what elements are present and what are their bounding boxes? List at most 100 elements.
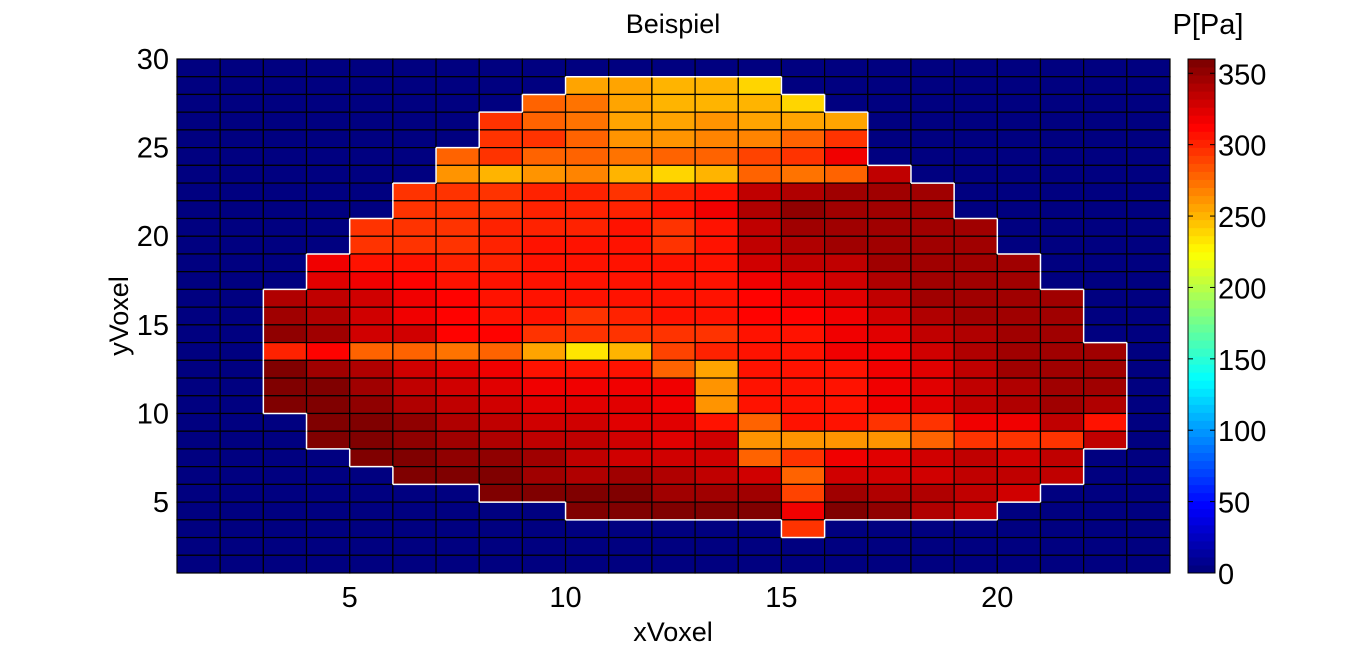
heatmap-cell <box>478 235 523 255</box>
colorbar-segment <box>1188 227 1215 237</box>
colorbar-segment <box>1188 131 1215 140</box>
heatmap-cell <box>608 217 653 237</box>
heatmap-cell <box>176 288 221 308</box>
heatmap-cell <box>1126 412 1171 432</box>
heatmap-cell <box>262 111 308 131</box>
heatmap-cell <box>1126 200 1171 220</box>
heatmap-cell <box>651 359 696 379</box>
heatmap-cell <box>953 483 998 503</box>
heatmap-cell <box>521 554 567 574</box>
heatmap-cell <box>1039 235 1085 255</box>
heatmap-cell <box>824 466 869 485</box>
heatmap-cell <box>349 359 394 379</box>
heatmap-cell <box>435 466 480 485</box>
heatmap-cell <box>392 58 437 78</box>
heatmap-cell <box>262 377 308 397</box>
heatmap-cell <box>262 554 308 574</box>
heatmap-cell <box>651 129 696 149</box>
heatmap-cell <box>435 253 480 273</box>
heatmap-cell <box>694 271 739 291</box>
heatmap-cell <box>392 466 437 485</box>
heatmap-cell <box>1083 412 1128 432</box>
heatmap-cell <box>176 324 221 344</box>
heatmap-cell <box>737 395 783 415</box>
heatmap-cell <box>392 271 437 291</box>
heatmap-cell <box>996 412 1042 432</box>
heatmap-cell <box>651 164 696 184</box>
colorbar-segment <box>1188 67 1215 76</box>
heatmap-cell <box>305 536 351 556</box>
heatmap-cell <box>996 111 1042 131</box>
heatmap-cell <box>694 164 739 184</box>
heatmap-cell <box>1126 377 1171 397</box>
heatmap-cell <box>1083 182 1128 202</box>
heatmap-cell <box>435 501 480 521</box>
heatmap-cell <box>435 111 480 131</box>
heatmap-cell <box>564 253 610 273</box>
heatmap-cell <box>1083 164 1128 184</box>
heatmap-cell <box>608 288 653 308</box>
heatmap-cell <box>867 324 912 344</box>
heatmap-cell <box>1083 288 1128 308</box>
heatmap-cell <box>1083 306 1128 326</box>
y-axis-ticks: 5 10 15 20 25 30 <box>137 44 185 519</box>
heatmap-cell <box>564 466 610 485</box>
colorbar-segment <box>1188 163 1215 172</box>
heatmap-cell <box>521 466 567 485</box>
heatmap-cell <box>867 93 912 113</box>
heatmap-cell <box>219 129 264 149</box>
y-tick-label: 30 <box>137 44 169 76</box>
heatmap-cell <box>953 430 998 450</box>
heatmap-cell <box>219 430 264 450</box>
heatmap-cell <box>694 554 739 574</box>
colorbar-segment <box>1188 91 1215 100</box>
heatmap-cell <box>737 288 783 308</box>
heatmap-cell <box>824 271 869 291</box>
heatmap-cell <box>1039 182 1085 202</box>
heatmap-cell <box>780 271 826 291</box>
heatmap-cell <box>262 235 308 255</box>
heatmap-cell <box>824 129 869 149</box>
heatmap-cell <box>435 76 480 96</box>
heatmap-cell <box>564 359 610 379</box>
heatmap-cell <box>176 554 221 574</box>
heatmap-cell <box>780 182 826 202</box>
heatmap-cell <box>1126 483 1171 503</box>
heatmap-cell <box>737 182 783 202</box>
heatmap-cell <box>1126 235 1171 255</box>
heatmap-cell <box>1039 483 1085 503</box>
region-outline <box>262 75 1128 539</box>
heatmap-cell <box>737 466 783 485</box>
heatmap-cell <box>737 536 783 556</box>
heatmap-cell <box>1039 271 1085 291</box>
y-tick-label: 5 <box>153 487 169 519</box>
heatmap-cell <box>694 341 739 361</box>
heatmap-cell <box>262 359 308 379</box>
heatmap-cell <box>780 466 826 485</box>
heatmap-cell <box>910 182 955 202</box>
heatmap-cell <box>521 412 567 432</box>
heatmap-cell <box>737 430 783 450</box>
heatmap-cell <box>694 448 739 468</box>
heatmap-cell <box>953 111 998 131</box>
heatmap-cell <box>392 217 437 237</box>
heatmap-cell <box>1083 271 1128 291</box>
x-tick-label: 15 <box>765 582 797 614</box>
heatmap-cell <box>910 324 955 344</box>
heatmap-cell <box>910 271 955 291</box>
heatmap-cell <box>651 235 696 255</box>
heatmap-cell <box>176 111 221 131</box>
heatmap-cell <box>392 412 437 432</box>
heatmap-cell <box>953 147 998 166</box>
heatmap-cell <box>824 324 869 344</box>
heatmap-cell <box>651 554 696 574</box>
heatmap-cell <box>521 182 567 202</box>
heatmap-cell <box>262 271 308 291</box>
heatmap-cell <box>737 448 783 468</box>
colorbar-segment <box>1188 500 1215 510</box>
heatmap-cell <box>737 483 783 503</box>
heatmap-cell <box>780 430 826 450</box>
heatmap-cell <box>392 235 437 255</box>
heatmap-cell <box>651 76 696 96</box>
colorbar-tick-label: 50 <box>1218 488 1250 520</box>
